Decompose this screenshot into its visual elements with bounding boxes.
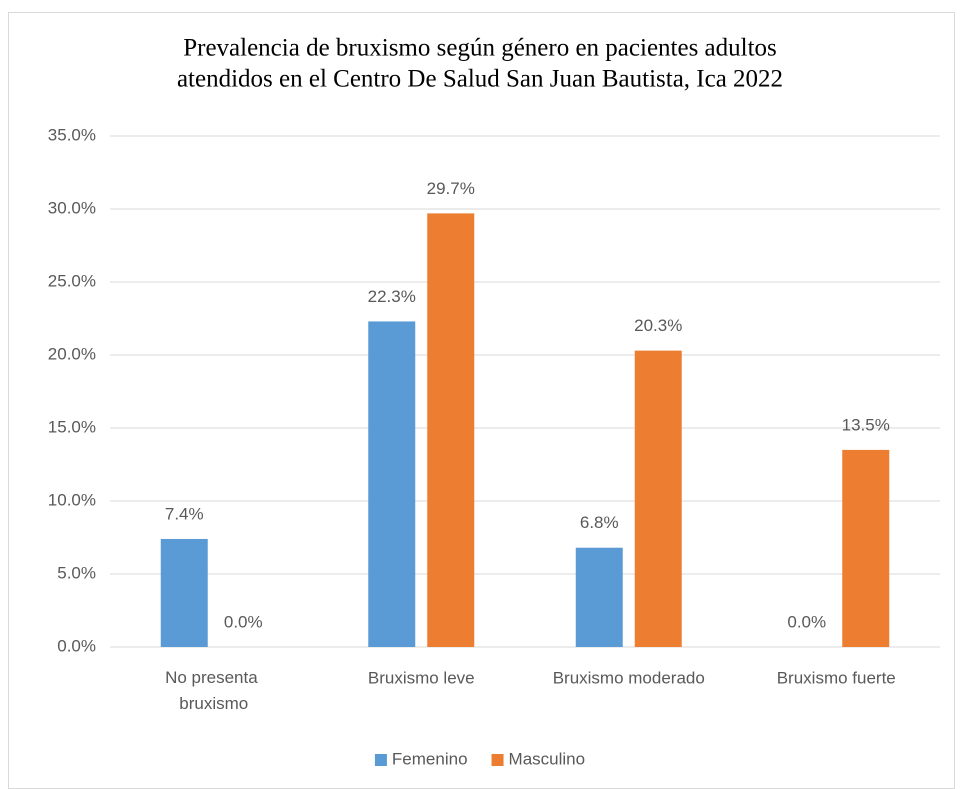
- data-label: 0.0%: [787, 612, 826, 631]
- legend-swatch: [491, 754, 504, 766]
- y-tick-label: 15.0%: [48, 417, 96, 436]
- x-tick-label: Bruxismo leve: [368, 668, 475, 687]
- y-tick-label: 25.0%: [48, 271, 96, 290]
- bar: [368, 321, 416, 647]
- x-tick-label-line: bruxismo: [179, 694, 248, 713]
- chart-title: Prevalencia de bruxismo según género en …: [183, 35, 777, 62]
- legend-swatch: [374, 754, 387, 766]
- bar: [842, 449, 890, 647]
- data-label: 6.8%: [580, 513, 619, 532]
- chart-border: [8, 12, 955, 789]
- y-tick-label: 35.0%: [48, 125, 96, 144]
- data-label: 0.0%: [224, 612, 263, 631]
- bar: [160, 538, 208, 647]
- bar: [575, 547, 623, 647]
- bar: [634, 350, 682, 647]
- x-tick-label: Bruxismo moderado: [553, 668, 705, 687]
- data-label: 7.4%: [165, 504, 204, 523]
- y-tick-label: 20.0%: [48, 344, 96, 363]
- y-tick-label: 5.0%: [57, 563, 96, 582]
- y-tick-label: 30.0%: [48, 198, 96, 217]
- data-label: 20.3%: [634, 316, 682, 335]
- legend-label: Masculino: [509, 749, 586, 768]
- y-tick-label: 10.0%: [48, 490, 96, 509]
- legend: Femenino Masculino: [374, 749, 586, 768]
- bar: [427, 213, 475, 647]
- data-label: 13.5%: [842, 415, 890, 434]
- x-tick-label: No presenta bruxismo: [165, 668, 262, 713]
- data-label: 29.7%: [427, 179, 475, 198]
- legend-label: Femenino: [392, 749, 468, 768]
- y-tick-label: 0.0%: [57, 636, 96, 655]
- x-tick-label: Bruxismo fuerte: [777, 668, 896, 687]
- chart-title: atendidos en el Centro De Salud San Juan…: [177, 66, 783, 93]
- x-tick-label-line: No presenta: [165, 668, 262, 687]
- data-label: 22.3%: [368, 287, 416, 306]
